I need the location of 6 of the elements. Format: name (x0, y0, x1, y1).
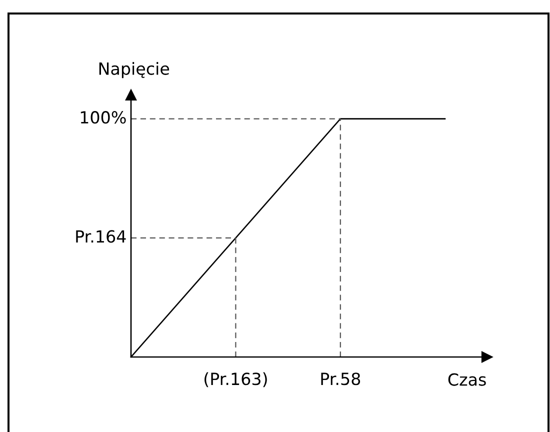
ref-line-label: Pr.164 (76, 230, 126, 243)
x-tick-label: (Pr.163) (204, 372, 267, 388)
x-tick-label: Pr.58 (321, 372, 360, 386)
x-axis-title: Czas (448, 373, 486, 386)
ref-line-label: 100% (80, 111, 126, 124)
y-axis-title: Napięcie (99, 62, 170, 78)
